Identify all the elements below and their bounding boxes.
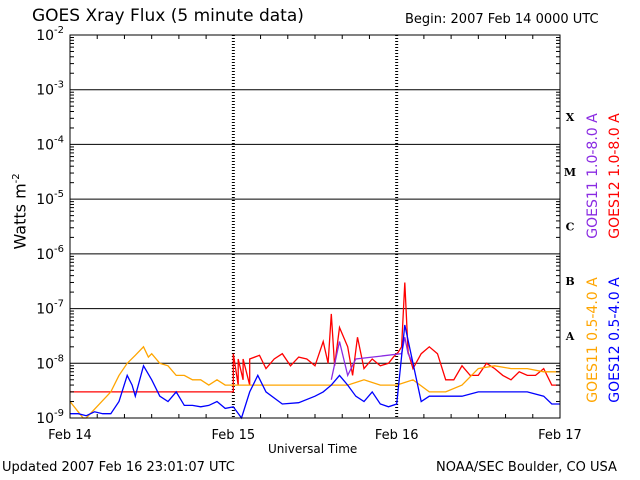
y-tick-exponent: -9 <box>54 408 64 419</box>
flare-class-label: A <box>565 330 575 343</box>
y-tick-label: 10-6 <box>36 244 64 263</box>
y-tick-label: 10-8 <box>36 353 64 372</box>
flare-class-label: M <box>564 166 576 179</box>
series-line <box>69 345 560 419</box>
y-tick-exponent: -7 <box>54 299 64 310</box>
flare-class-labels: A B C M X <box>564 111 576 343</box>
y-tick-base: 10 <box>36 28 54 44</box>
y-tick-base: 10 <box>36 137 54 153</box>
flare-class-label: C <box>566 221 575 234</box>
flare-class-label: X <box>566 111 575 124</box>
y-tick-exponent: -4 <box>54 134 64 145</box>
y-axis-label-text: Watts m <box>10 183 30 250</box>
y-tick-base: 10 <box>36 411 54 427</box>
y-tick-base: 10 <box>36 83 54 99</box>
y-tick-exponent: -8 <box>54 353 64 364</box>
x-tick-label: Feb 14 <box>48 428 92 443</box>
y-tick-exponent: -2 <box>54 25 64 36</box>
plot-frame <box>69 34 561 419</box>
y-tick-base: 10 <box>36 247 54 263</box>
x-tick-label: Feb 15 <box>211 428 255 443</box>
credit-label: NOAA/SEC Boulder, CO USA <box>436 460 617 475</box>
x-tick-label: Feb 16 <box>375 428 419 443</box>
updated-timestamp: Updated 2007 Feb 16 23:01:07 UTC <box>2 460 235 475</box>
legend-entry: GOES11 1.0-8.0 A <box>585 113 601 239</box>
y-tick-base: 10 <box>36 192 54 208</box>
y-axis-label-exponent: -2 <box>11 173 23 184</box>
y-tick-exponent: -3 <box>54 80 64 91</box>
legend-entry: GOES11 0.5-4.0 A <box>585 277 601 403</box>
legend-entry: GOES12 1.0-8.0 A <box>607 113 623 239</box>
series-layer <box>69 282 560 420</box>
series-line <box>70 282 560 393</box>
y-tick-label: 10-3 <box>36 80 64 99</box>
series-line <box>330 337 414 380</box>
y-tick-label: 10-2 <box>36 25 64 44</box>
x-axis-label: Universal Time <box>268 442 358 456</box>
chart-legend: GOES11 1.0-8.0 A GOES12 1.0-8.0 A GOES11 0… <box>585 113 623 403</box>
y-tick-exponent: -6 <box>54 244 64 255</box>
y-tick-exponent: -5 <box>54 189 64 200</box>
begin-label: Begin: 2007 Feb 14 0000 UTC <box>405 12 599 27</box>
legend-entry: GOES12 0.5-4.0 A <box>607 277 623 403</box>
y-tick-base: 10 <box>36 356 54 372</box>
y-tick-label: 10-5 <box>36 189 64 208</box>
y-tick-label: 10-7 <box>36 299 64 318</box>
y-tick-base: 10 <box>36 302 54 318</box>
series-line <box>70 324 560 420</box>
y-tick-label: 10-9 <box>36 408 64 427</box>
chart-grid <box>70 35 560 418</box>
chart-axes <box>69 34 561 419</box>
y-axis-label: Watts m-2 <box>11 173 30 249</box>
x-tick-label: Feb 17 <box>538 428 582 443</box>
y-tick-label: 10-4 <box>36 134 64 153</box>
chart-title: GOES Xray Flux (5 minute data) <box>32 6 304 26</box>
flare-class-label: B <box>565 275 574 288</box>
